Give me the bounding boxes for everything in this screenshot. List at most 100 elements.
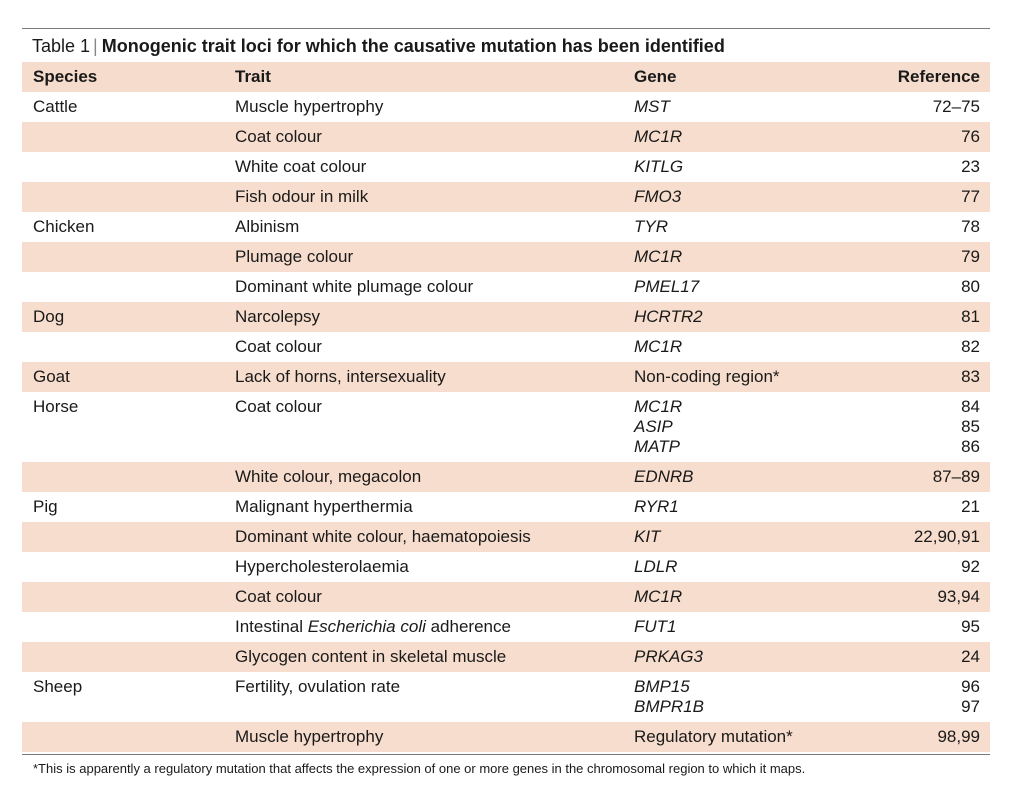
cell-reference: 93,94 — [862, 587, 990, 607]
cell-trait: White colour, megacolon — [235, 467, 422, 486]
cell-gene: KIT — [632, 527, 862, 547]
cell-reference: 84 85 86 — [862, 397, 990, 457]
cell-reference: 92 — [862, 557, 990, 577]
cell-species — [22, 557, 232, 577]
reference-number: 97 — [961, 697, 980, 716]
reference-number: 98,99 — [937, 727, 980, 746]
table-row: Cattle Muscle hypertrophy MST 72–75 — [22, 92, 990, 122]
reference-number: 95 — [961, 617, 980, 636]
table-row: Plumage colour MC1R 79 — [22, 242, 990, 272]
reference-number: 24 — [961, 647, 980, 666]
reference-number: 85 — [961, 417, 980, 436]
cell-trait: Coat colour — [235, 587, 322, 606]
reference-number: 78 — [961, 217, 980, 236]
cell-reference: 79 — [862, 247, 990, 267]
cell-trait: Dominant white plumage colour — [235, 277, 474, 296]
cell-reference: 83 — [862, 367, 990, 387]
cell-gene: MST — [632, 97, 862, 117]
cell-gene: MC1R — [632, 127, 862, 147]
cell-reference: 77 — [862, 187, 990, 207]
cell-species — [22, 467, 232, 487]
reference-number: 87–89 — [932, 467, 980, 486]
cell-gene: RYR1 — [632, 497, 862, 517]
cell-reference: 80 — [862, 277, 990, 297]
cell-gene: Non-coding region* — [632, 367, 862, 387]
cell-reference: 78 — [862, 217, 990, 237]
cell-trait: Narcolepsy — [235, 307, 321, 326]
cell-trait: Dominant white colour, haematopoiesis — [235, 527, 531, 546]
cell-species — [22, 127, 232, 147]
cell-trait: Albinism — [235, 217, 300, 236]
cell-reference: 96 97 — [862, 677, 990, 717]
cell-species: Dog — [33, 307, 65, 326]
cell-gene: HCRTR2 — [632, 307, 862, 327]
cell-species — [22, 247, 232, 267]
cell-species: Horse — [33, 397, 79, 416]
gene-symbol: LDLR — [634, 557, 678, 576]
header-species: Species — [33, 67, 98, 86]
cell-reference: 82 — [862, 337, 990, 357]
table-row: White coat colour KITLG 23 — [22, 152, 990, 182]
table-row: Dog Narcolepsy HCRTR2 81 — [22, 302, 990, 332]
cell-reference: 23 — [862, 157, 990, 177]
header-reference: Reference — [897, 67, 980, 86]
cell-gene: PMEL17 — [632, 277, 862, 297]
gene-symbol: MC1R — [634, 127, 683, 146]
reference-number: 72–75 — [932, 97, 980, 116]
reference-number: 80 — [961, 277, 980, 296]
gene-symbol: MC1R — [634, 247, 683, 266]
gene-symbol: KITLG — [634, 157, 684, 176]
table-row: Pig Malignant hyperthermia RYR1 21 — [22, 492, 990, 522]
cell-reference: 81 — [862, 307, 990, 327]
cell-trait: White coat colour — [235, 157, 367, 176]
cell-species: Cattle — [33, 97, 78, 116]
cell-gene: FMO3 — [632, 187, 862, 207]
gene-symbol: FMO3 — [634, 187, 682, 206]
top-rule — [22, 28, 990, 29]
reference-number: 76 — [961, 127, 980, 146]
cell-reference: 72–75 — [862, 97, 990, 117]
cell-gene: MC1R — [632, 247, 862, 267]
header-gene: Gene — [634, 67, 677, 86]
cell-trait: Intestinal Escherichia coli adherence — [235, 617, 511, 636]
reference-number: 77 — [961, 187, 980, 206]
cell-gene: FUT1 — [632, 617, 862, 637]
reference-number: 84 — [961, 397, 980, 416]
reference-number: 96 — [961, 677, 980, 696]
gene-symbol: BMPR1B — [634, 697, 704, 716]
cell-species — [22, 617, 232, 637]
table-caption: Table 1 | Monogenic trait loci for which t… — [32, 32, 982, 60]
gene-symbol: PMEL17 — [634, 277, 700, 296]
table-row: Glycogen content in skeletal muscle PRKAG… — [22, 642, 990, 672]
reference-number: 92 — [961, 557, 980, 576]
table-row: Chicken Albinism TYR 78 — [22, 212, 990, 242]
gene-symbol: MATP — [634, 437, 680, 456]
reference-number: 22,90,91 — [913, 527, 980, 546]
table-body: Cattle Muscle hypertrophy MST 72–75 Coat col… — [22, 92, 990, 752]
reference-number: 79 — [961, 247, 980, 266]
table-row: Coat colour MC1R 76 — [22, 122, 990, 152]
cell-gene: PRKAG3 — [632, 647, 862, 667]
cell-gene: BMP15 BMPR1B — [632, 677, 862, 717]
cell-reference: 87–89 — [862, 467, 990, 487]
gene-symbol: KIT — [634, 527, 661, 546]
table-label: Table 1 — [32, 36, 91, 56]
table-row: Coat colour MC1R 93,94 — [22, 582, 990, 612]
table-title: Monogenic trait loci for which the causa… — [101, 36, 725, 56]
cell-trait: Lack of horns, intersexuality — [235, 367, 446, 386]
bottom-rule — [22, 754, 990, 755]
cell-gene: TYR — [632, 217, 862, 237]
table-row: Dominant white colour, haematopoiesis KIT… — [22, 522, 990, 552]
cell-trait: Hypercholesterolaemia — [235, 557, 409, 576]
reference-number: 82 — [961, 337, 980, 356]
cell-trait: Coat colour — [235, 337, 322, 356]
cell-trait: Malignant hyperthermia — [235, 497, 413, 516]
cell-species — [22, 187, 232, 207]
gene-symbol: MC1R — [634, 337, 683, 356]
cell-trait: Coat colour — [235, 397, 322, 416]
table-row: Intestinal Escherichia coli adherence FUT… — [22, 612, 990, 642]
cell-species: Goat — [33, 367, 70, 386]
cell-trait: Muscle hypertrophy — [235, 97, 384, 116]
data-table: Species Trait Gene Reference Cattle Muscl… — [22, 62, 990, 752]
cell-reference: 76 — [862, 127, 990, 147]
